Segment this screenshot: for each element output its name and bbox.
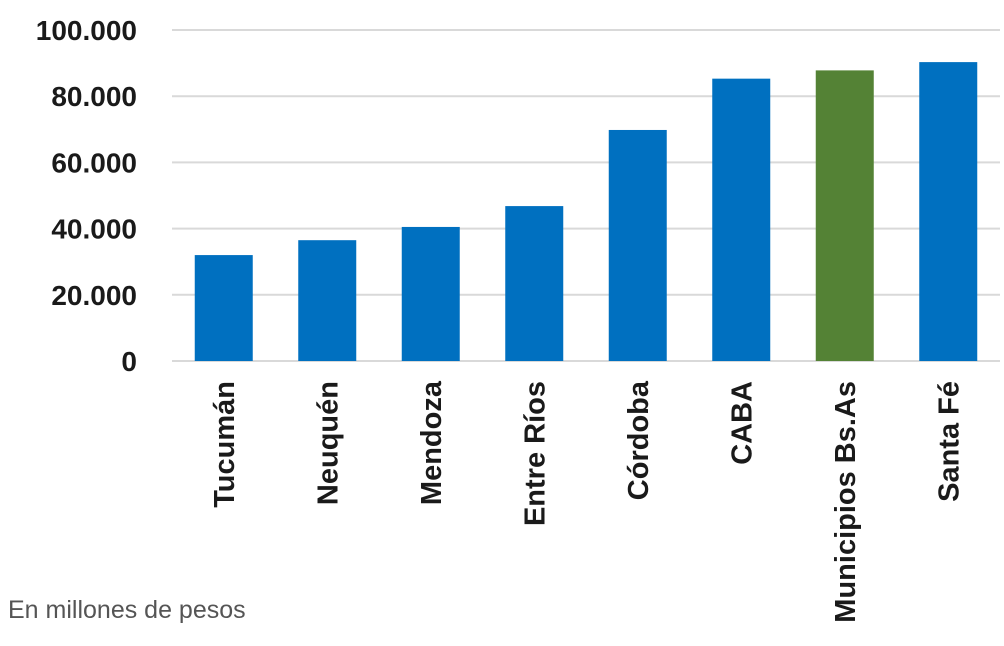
y-tick-label: 60.000 <box>51 147 137 178</box>
footnote: En millones de pesos <box>8 596 246 624</box>
gridlines <box>172 29 1000 362</box>
y-tick-label: 0 <box>121 346 137 377</box>
y-tick-label: 100.000 <box>36 15 137 46</box>
bar <box>401 226 460 361</box>
bar <box>298 240 357 361</box>
bar <box>815 70 874 361</box>
x-axis-categories: Tucumán Neuquén Mendoza Entre Ríos Córdoba CA… <box>209 380 966 623</box>
x-category-label: Municipios Bs.As <box>830 381 862 623</box>
bar <box>194 255 253 361</box>
bar <box>919 62 978 362</box>
y-tick-label: 40.000 <box>51 214 137 245</box>
x-category-label: Córdoba <box>623 380 655 500</box>
y-axis-ticks: 0 20.000 40.000 60.000 80.000 100.000 <box>36 15 137 377</box>
bar <box>712 78 771 362</box>
bar <box>608 129 667 361</box>
x-category-label: Mendoza <box>416 380 448 505</box>
x-category-label: Neuquén <box>312 381 344 505</box>
y-tick-label: 80.000 <box>51 81 137 112</box>
y-tick-label: 20.000 <box>51 280 137 311</box>
bars <box>194 62 978 362</box>
x-category-label: Santa Fé <box>933 381 965 502</box>
x-category-label: Entre Ríos <box>519 381 551 526</box>
x-category-label: CABA <box>726 381 758 465</box>
x-category-label: Tucumán <box>209 381 241 508</box>
bar <box>505 206 564 361</box>
